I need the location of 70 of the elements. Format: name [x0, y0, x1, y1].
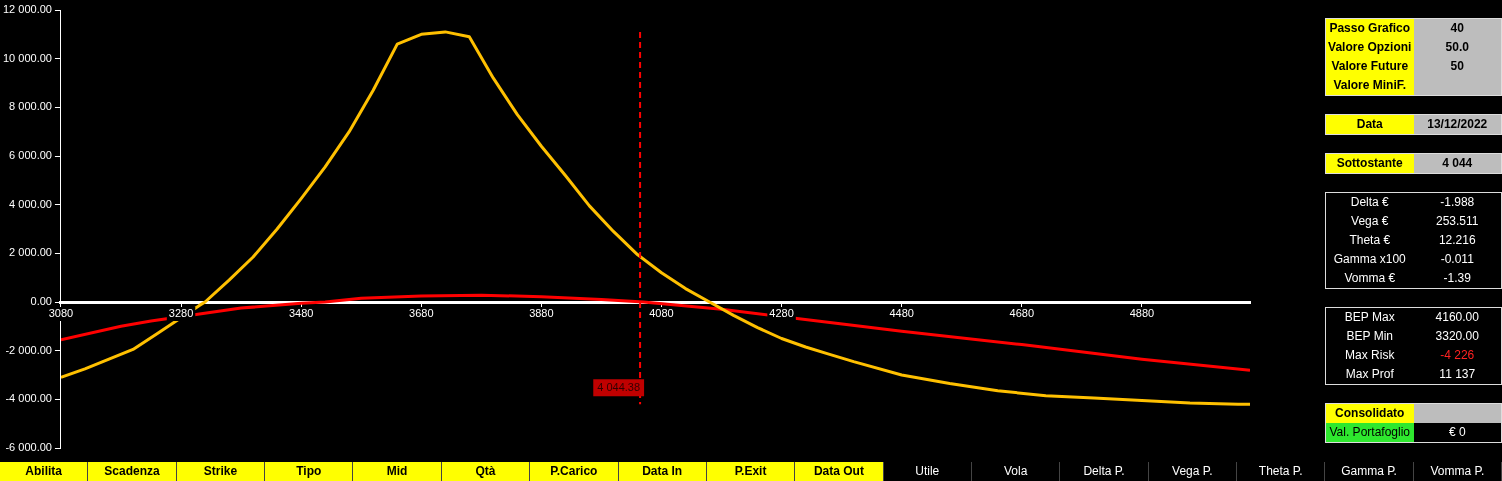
text: 11 137: [1413, 365, 1501, 384]
text: Consolidato: [1326, 404, 1414, 423]
text: Max Risk: [1326, 346, 1414, 365]
text: BEP Max: [1326, 308, 1414, 327]
text: Abilita: [0, 462, 89, 481]
text: -1.39: [1413, 269, 1501, 288]
x-tick-label: 4280: [769, 307, 794, 320]
text: Vomma €: [1326, 269, 1414, 288]
text: 40: [1413, 19, 1501, 38]
text: -0.011: [1413, 250, 1501, 269]
text: Theta €: [1326, 231, 1414, 250]
text: Vomma P.: [1413, 462, 1502, 481]
x-tick-label: 4080: [649, 307, 674, 320]
text: Valore Future: [1326, 57, 1414, 76]
text: 13/12/2022: [1413, 115, 1501, 134]
y-tick-label: 10 000.00: [3, 51, 52, 64]
text: Valore MiniF.: [1326, 76, 1414, 95]
y-tick-label: -2 000.00: [5, 343, 52, 356]
text: 3320.00: [1413, 327, 1501, 346]
ref-line-label: 4 044.38: [597, 381, 641, 394]
text: Scadenza: [88, 462, 177, 481]
text: Passo Grafico: [1326, 19, 1414, 38]
x-tick-label: 3680: [409, 307, 434, 320]
text: Theta P.: [1237, 462, 1326, 481]
text: BEP Min: [1326, 327, 1414, 346]
text: P.Exit: [706, 462, 796, 481]
y-tick-label: 4 000.00: [9, 197, 52, 210]
text: Delta P.: [1060, 462, 1149, 481]
x-tick-label: 4680: [1009, 307, 1035, 320]
y-tick-label: -6 000.00: [5, 441, 52, 454]
text: € 0: [1413, 423, 1501, 442]
x-tick-label: 4880: [1129, 307, 1155, 320]
x-tick-label: 4480: [889, 307, 914, 320]
text: 50.0: [1413, 38, 1501, 57]
y-tick-label: 12 000.00: [3, 3, 52, 16]
text: Val. Portafoglio: [1326, 423, 1414, 442]
text: Mid: [353, 462, 442, 481]
text: 12.216: [1413, 231, 1501, 250]
text: 4 044: [1413, 154, 1501, 173]
text: Valore Opzioni: [1326, 38, 1414, 57]
text: Sottostante: [1326, 154, 1414, 173]
text: 50: [1413, 57, 1501, 76]
x-tick-label: 3080: [48, 307, 74, 320]
text: Tipo: [265, 462, 354, 481]
text: Data Out: [795, 462, 884, 481]
text: Max Prof: [1326, 365, 1414, 384]
text: Gamma x100: [1326, 250, 1414, 269]
y-tick-label: 8 000.00: [9, 100, 52, 113]
text: Utile: [883, 462, 972, 481]
text: -4 226: [1413, 346, 1501, 365]
text: Gamma P.: [1325, 462, 1414, 481]
text: Strike: [176, 462, 266, 481]
text: Data In: [618, 462, 707, 481]
text: Vega €: [1326, 212, 1414, 231]
y-tick-label: 0.00: [30, 295, 52, 308]
text: Vola: [971, 462, 1061, 481]
x-tick-label: 3880: [529, 307, 554, 320]
text: Vega P.: [1148, 462, 1238, 481]
y-tick-label: 2 000.00: [9, 246, 52, 259]
text: 253.511: [1413, 212, 1501, 231]
x-tick-label: 3480: [288, 307, 314, 320]
y-tick-label: -4 000.00: [5, 392, 52, 405]
text: Qtà: [441, 462, 531, 481]
text: P.Carico: [530, 462, 619, 481]
text: Delta €: [1326, 193, 1414, 212]
text: -1.988: [1413, 193, 1501, 212]
y-tick-label: 6 000.00: [9, 149, 52, 162]
text: 4160.00: [1413, 308, 1501, 327]
text: Data: [1326, 115, 1414, 134]
x-tick-label: 3280: [168, 307, 194, 320]
